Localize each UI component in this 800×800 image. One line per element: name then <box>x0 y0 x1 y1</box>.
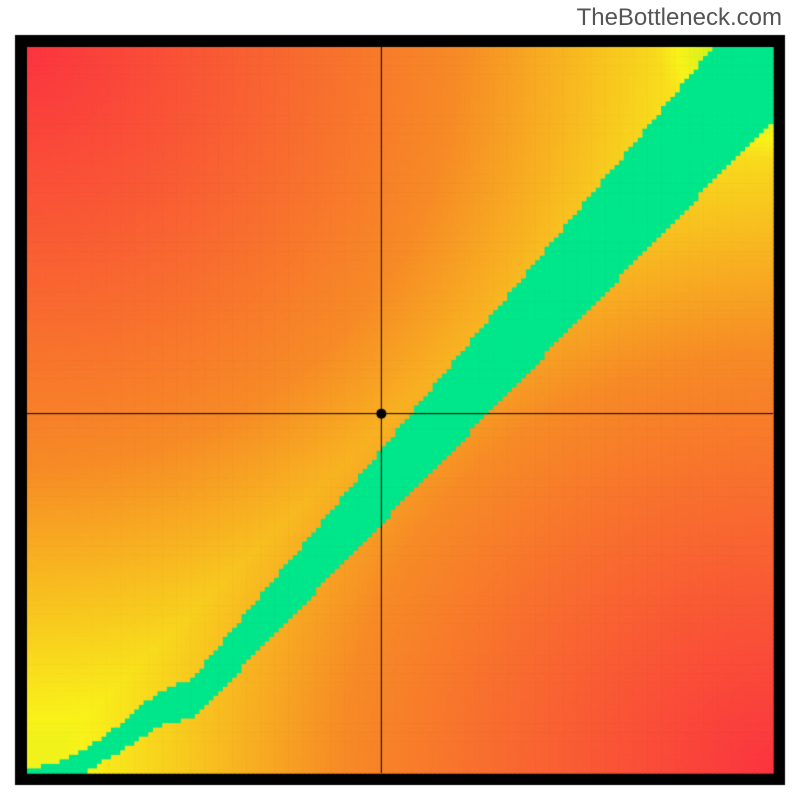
heatmap-canvas <box>0 0 800 800</box>
chart-container: TheBottleneck.com <box>0 0 800 800</box>
watermark-text: TheBottleneck.com <box>577 4 782 32</box>
